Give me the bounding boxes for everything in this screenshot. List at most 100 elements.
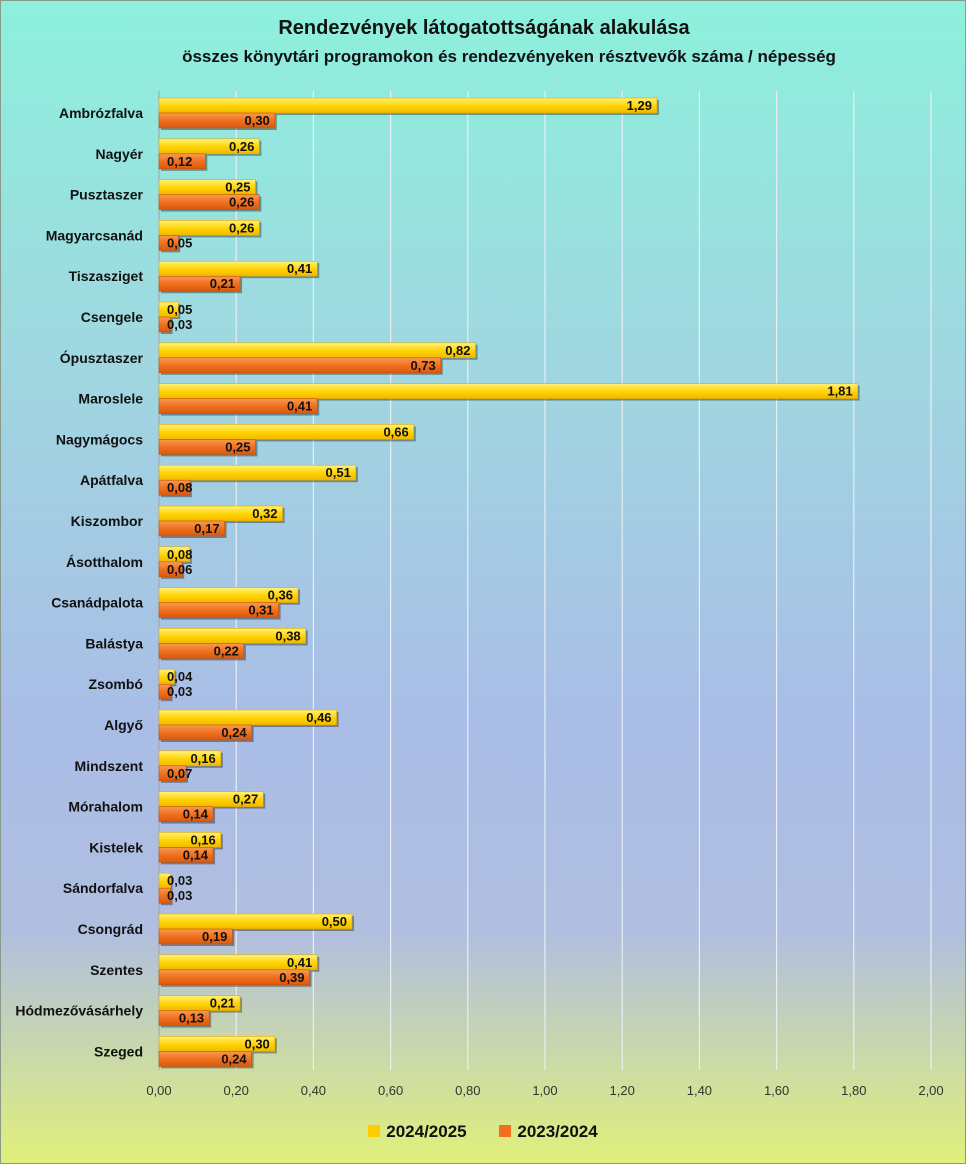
bar-series1[interactable] <box>158 913 353 930</box>
data-label: 0,04 <box>167 669 193 684</box>
bar-series1[interactable] <box>158 424 415 440</box>
category-label: Ópusztaszer <box>60 349 144 366</box>
data-label: 0,41 <box>287 261 312 276</box>
bar-series2[interactable] <box>158 969 310 986</box>
data-label: 0,73 <box>410 358 435 373</box>
category-label: Tiszasziget <box>69 268 144 284</box>
data-label: 0,16 <box>190 751 215 766</box>
data-label: 0,03 <box>167 888 192 903</box>
bar-series2[interactable] <box>158 275 241 292</box>
category-label: Mórahalom <box>68 799 143 815</box>
bar-series2[interactable] <box>158 235 179 251</box>
data-label: 0,26 <box>229 139 254 154</box>
bar-series2[interactable] <box>158 765 187 782</box>
data-label: 0,13 <box>179 1011 204 1026</box>
category-label: Sándorfalva <box>63 880 143 896</box>
bar-series2[interactable] <box>158 520 225 537</box>
data-label: 0,38 <box>275 628 300 643</box>
bar-series1[interactable] <box>158 220 260 236</box>
x-tick-label: 0,80 <box>455 1083 480 1098</box>
bar-series2[interactable] <box>158 1051 252 1067</box>
bar-series2[interactable] <box>158 887 171 904</box>
data-label: 0,14 <box>183 847 209 862</box>
data-label: 0,41 <box>287 399 312 414</box>
legend-swatch-yellow <box>368 1125 381 1137</box>
data-label: 0,27 <box>233 792 258 807</box>
bar-series2[interactable] <box>158 602 279 618</box>
bar-series2[interactable] <box>158 194 260 210</box>
x-tick-label: 1,20 <box>610 1083 635 1098</box>
bar-series1[interactable] <box>158 383 858 399</box>
legend-item-2024-2025[interactable]: 2024/2025 <box>368 1122 467 1142</box>
category-label: Nagymágocs <box>56 431 143 447</box>
x-tick-label: 1,80 <box>841 1083 866 1098</box>
category-label: Csanádpalota <box>51 595 143 611</box>
data-label: 0,82 <box>445 343 470 358</box>
data-label: 0,39 <box>279 970 304 985</box>
bar-series2[interactable] <box>158 357 442 374</box>
data-label: 0,25 <box>225 439 250 454</box>
legend-item-2023-2024[interactable]: 2023/2024 <box>499 1122 598 1142</box>
data-label: 0,41 <box>287 955 312 970</box>
legend-swatch-orange <box>499 1125 512 1137</box>
category-label: Ásotthalom <box>66 554 143 570</box>
data-label: 0,30 <box>244 1036 269 1051</box>
bar-series2[interactable] <box>158 316 171 333</box>
data-label: 0,36 <box>268 588 293 603</box>
chart-title: Rendezvények látogatottságának alakulása <box>278 17 690 39</box>
bar-series2[interactable] <box>158 1010 210 1026</box>
bar-series1[interactable] <box>158 138 260 155</box>
category-label: Ambrózfalva <box>59 105 143 121</box>
data-label: 0,16 <box>190 832 215 847</box>
category-label: Csengele <box>81 309 143 325</box>
legend: 2024/2025 2023/2024 <box>0 1122 966 1142</box>
data-label: 0,24 <box>221 725 247 740</box>
data-label: 0,06 <box>167 562 192 577</box>
category-label: Szeged <box>94 1043 143 1059</box>
category-label: Maroslele <box>78 391 143 407</box>
data-label: 0,26 <box>229 195 254 210</box>
legend-label: 2024/2025 <box>386 1122 467 1141</box>
data-label: 0,05 <box>167 302 192 317</box>
category-label: Mindszent <box>75 758 144 774</box>
legend-label: 2023/2024 <box>517 1122 598 1141</box>
x-tick-label: 0,40 <box>301 1083 326 1098</box>
data-label: 0,08 <box>167 480 192 495</box>
bar-series1[interactable] <box>158 750 222 767</box>
bar-series1[interactable] <box>158 97 658 114</box>
bar-series2[interactable] <box>158 724 252 741</box>
data-label: 0,03 <box>167 873 192 888</box>
category-label: Apátfalva <box>80 472 143 488</box>
bar-series2[interactable] <box>158 643 245 659</box>
category-label: Balástya <box>85 635 143 651</box>
chart-subtitle: összes könyvtári programokon és rendezvé… <box>182 47 836 66</box>
bar-series2[interactable] <box>158 153 206 170</box>
x-tick-label: 1,40 <box>687 1083 712 1098</box>
data-label: 0,19 <box>202 929 227 944</box>
bar-series1[interactable] <box>158 342 476 359</box>
bar-series2[interactable] <box>158 112 276 129</box>
bar-series2[interactable] <box>158 561 183 578</box>
data-label: 0,07 <box>167 766 192 781</box>
data-label: 0,03 <box>167 684 192 699</box>
bar-series1[interactable] <box>158 464 357 481</box>
bar-series2[interactable] <box>158 479 191 496</box>
data-label: 0,46 <box>306 710 331 725</box>
gridlines <box>158 91 932 1070</box>
bar-series2[interactable] <box>158 806 214 822</box>
data-label: 0,26 <box>229 220 254 235</box>
data-label: 1,29 <box>627 98 652 113</box>
bar-series2[interactable] <box>158 683 171 700</box>
bar-series2[interactable] <box>158 928 233 945</box>
data-label: 0,22 <box>214 643 239 658</box>
category-label: Pusztaszer <box>70 187 144 203</box>
data-label: 0,66 <box>383 424 408 439</box>
data-label: 0,50 <box>322 914 347 929</box>
category-label: Algyő <box>104 717 143 733</box>
bar-series2[interactable] <box>158 847 214 863</box>
bar-series2[interactable] <box>158 439 256 455</box>
x-tick-label: 1,00 <box>532 1083 557 1098</box>
category-label: Nagyér <box>96 146 144 162</box>
bar-series2[interactable] <box>158 398 318 414</box>
